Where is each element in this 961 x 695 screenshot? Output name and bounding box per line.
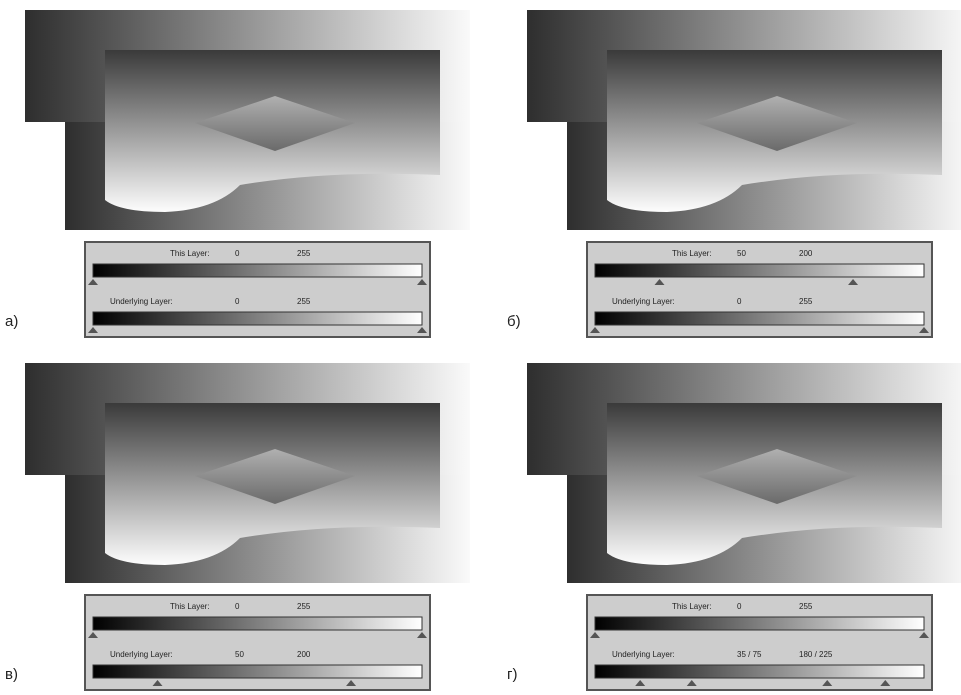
range-value: 0 (235, 249, 240, 258)
gradient-bar (595, 312, 924, 325)
panel-label: а) (5, 313, 18, 330)
range-value: 0 (737, 297, 742, 306)
range-value: 255 (297, 602, 311, 611)
range-value: 200 (297, 650, 311, 659)
layer-name: Underlying Layer: (110, 297, 173, 306)
panel: в) This Layer: 0 255 Underlying Layer: 50 200 (5, 363, 470, 690)
layer-name: Underlying Layer: (612, 297, 675, 306)
panel-label: в) (5, 666, 18, 683)
layer-name: Underlying Layer: (612, 650, 675, 659)
range-value: 200 (799, 249, 813, 258)
range-value: 50 (235, 650, 244, 659)
panel: б) This Layer: 50 200 Underlying Layer: 0 255 (507, 10, 961, 337)
range-value: 0 (235, 602, 240, 611)
layer-name: This Layer: (672, 249, 712, 258)
range-value: 35 / 75 (737, 650, 762, 659)
panel-label: г) (507, 666, 517, 683)
gradient-bar (595, 264, 924, 277)
gradient-bar (93, 312, 422, 325)
panel-label: б) (507, 313, 521, 330)
range-value: 50 (737, 249, 746, 258)
panel: г) This Layer: 0 255 Underlying Layer: 35 / 7… (507, 363, 961, 690)
gradient-bar (595, 617, 924, 630)
range-value: 255 (799, 297, 813, 306)
range-value: 255 (799, 602, 813, 611)
panel: а) This Layer: 0 255 Underlying Layer: 0 255 (5, 10, 470, 337)
range-value: 255 (297, 297, 311, 306)
layer-name: This Layer: (170, 249, 210, 258)
figure: а)This Layer:0255Underlying Layer:0255б)… (0, 0, 961, 695)
layer-name: This Layer: (672, 602, 712, 611)
layer-name: Underlying Layer: (110, 650, 173, 659)
gradient-bar (93, 617, 422, 630)
range-value: 180 / 225 (799, 650, 833, 659)
layer-name: This Layer: (170, 602, 210, 611)
gradient-bar (595, 665, 924, 678)
gradient-bar (93, 665, 422, 678)
range-value: 0 (737, 602, 742, 611)
range-value: 255 (297, 249, 311, 258)
range-value: 0 (235, 297, 240, 306)
gradient-bar (93, 264, 422, 277)
